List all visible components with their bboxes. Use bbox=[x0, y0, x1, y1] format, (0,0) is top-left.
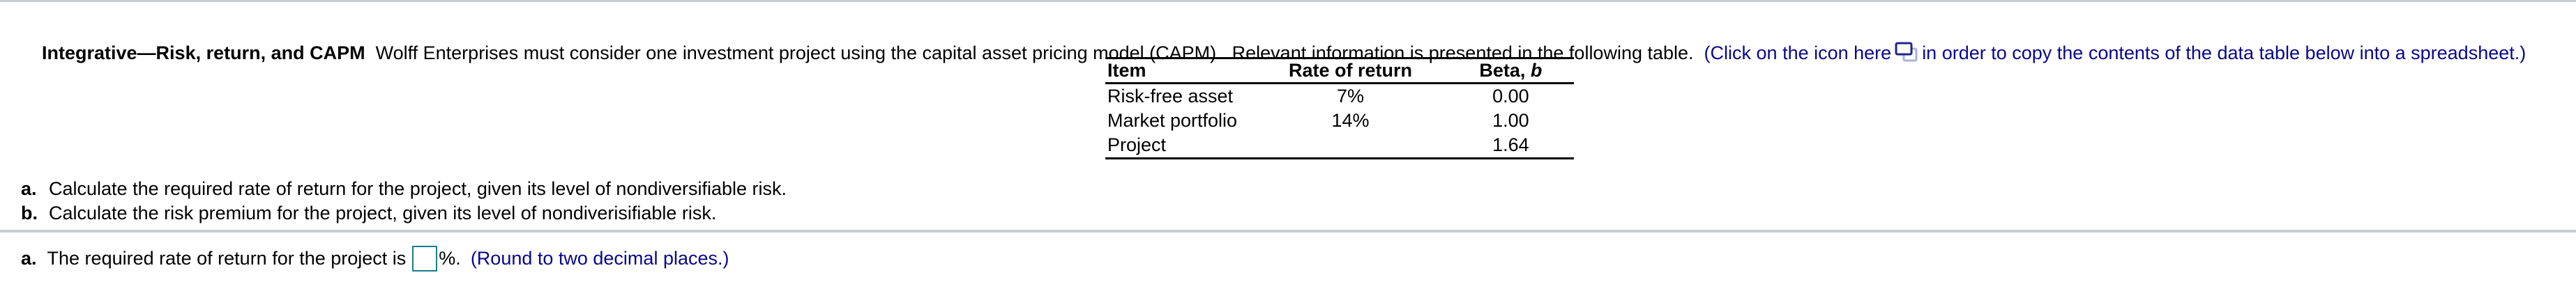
answer-prompt-text: The required rate of return for the proj… bbox=[47, 247, 407, 269]
cell-beta: 1.64 bbox=[1492, 134, 1529, 155]
top-divider bbox=[0, 0, 2576, 2]
cell-rate: 14% bbox=[1331, 110, 1370, 131]
question-list: a. Calculate the required rate of return … bbox=[21, 177, 787, 226]
section-divider bbox=[0, 230, 2576, 233]
problem-title: Integrative—Risk, return, and CAPM bbox=[42, 42, 365, 63]
answer-part-label: a. bbox=[21, 247, 37, 269]
question-a-label: a. bbox=[21, 178, 37, 199]
rounding-hint: (Round to two decimal places.) bbox=[470, 247, 729, 269]
header-rate-of-return: Rate of return bbox=[1253, 58, 1448, 84]
question-b-text: Calculate the risk premium for the proje… bbox=[49, 203, 717, 223]
cell-item: Risk-free asset bbox=[1107, 86, 1234, 107]
answer-suffix: %. bbox=[439, 247, 461, 269]
cell-beta: 0.00 bbox=[1492, 86, 1529, 107]
question-a: a. Calculate the required rate of return … bbox=[21, 177, 787, 201]
beta-symbol: b bbox=[1530, 60, 1543, 81]
copy-instruction-pre: (Click on the icon here bbox=[1704, 42, 1892, 63]
answer-input[interactable] bbox=[412, 245, 438, 272]
problem-body: Wolff Enterprises must consider one inve… bbox=[365, 42, 1704, 63]
header-item: Item bbox=[1105, 58, 1254, 84]
copy-table-icon[interactable] bbox=[1895, 41, 1918, 70]
copy-instruction-post: in order to copy the contents of the dat… bbox=[1922, 42, 2526, 63]
problem-statement: Integrative—Risk, return, and CAPM Wolff… bbox=[21, 15, 2526, 95]
question-a-text: Calculate the required rate of return fo… bbox=[49, 178, 787, 199]
cell-rate: 7% bbox=[1336, 86, 1365, 107]
cell-rate bbox=[1253, 133, 1448, 159]
table-row: Risk-free asset 7% 0.00 bbox=[1105, 84, 1574, 109]
cell-item: Market portfolio bbox=[1107, 110, 1238, 131]
question-b-label: b. bbox=[21, 203, 38, 223]
question-b: b. Calculate the risk premium for the pro… bbox=[21, 201, 787, 226]
table-header-row: Item Rate of return Beta, b bbox=[1105, 58, 1574, 84]
table-row: Market portfolio 14% 1.00 bbox=[1105, 109, 1574, 133]
table-row: Project 1.64 bbox=[1105, 133, 1574, 159]
cell-item: Project bbox=[1107, 134, 1167, 155]
cell-beta: 1.00 bbox=[1492, 110, 1529, 131]
header-beta: Beta, b bbox=[1447, 58, 1574, 84]
answer-row: a. The required rate of return for the p… bbox=[21, 244, 729, 273]
data-table: Item Rate of return Beta, b Risk-free as… bbox=[1105, 57, 1574, 159]
